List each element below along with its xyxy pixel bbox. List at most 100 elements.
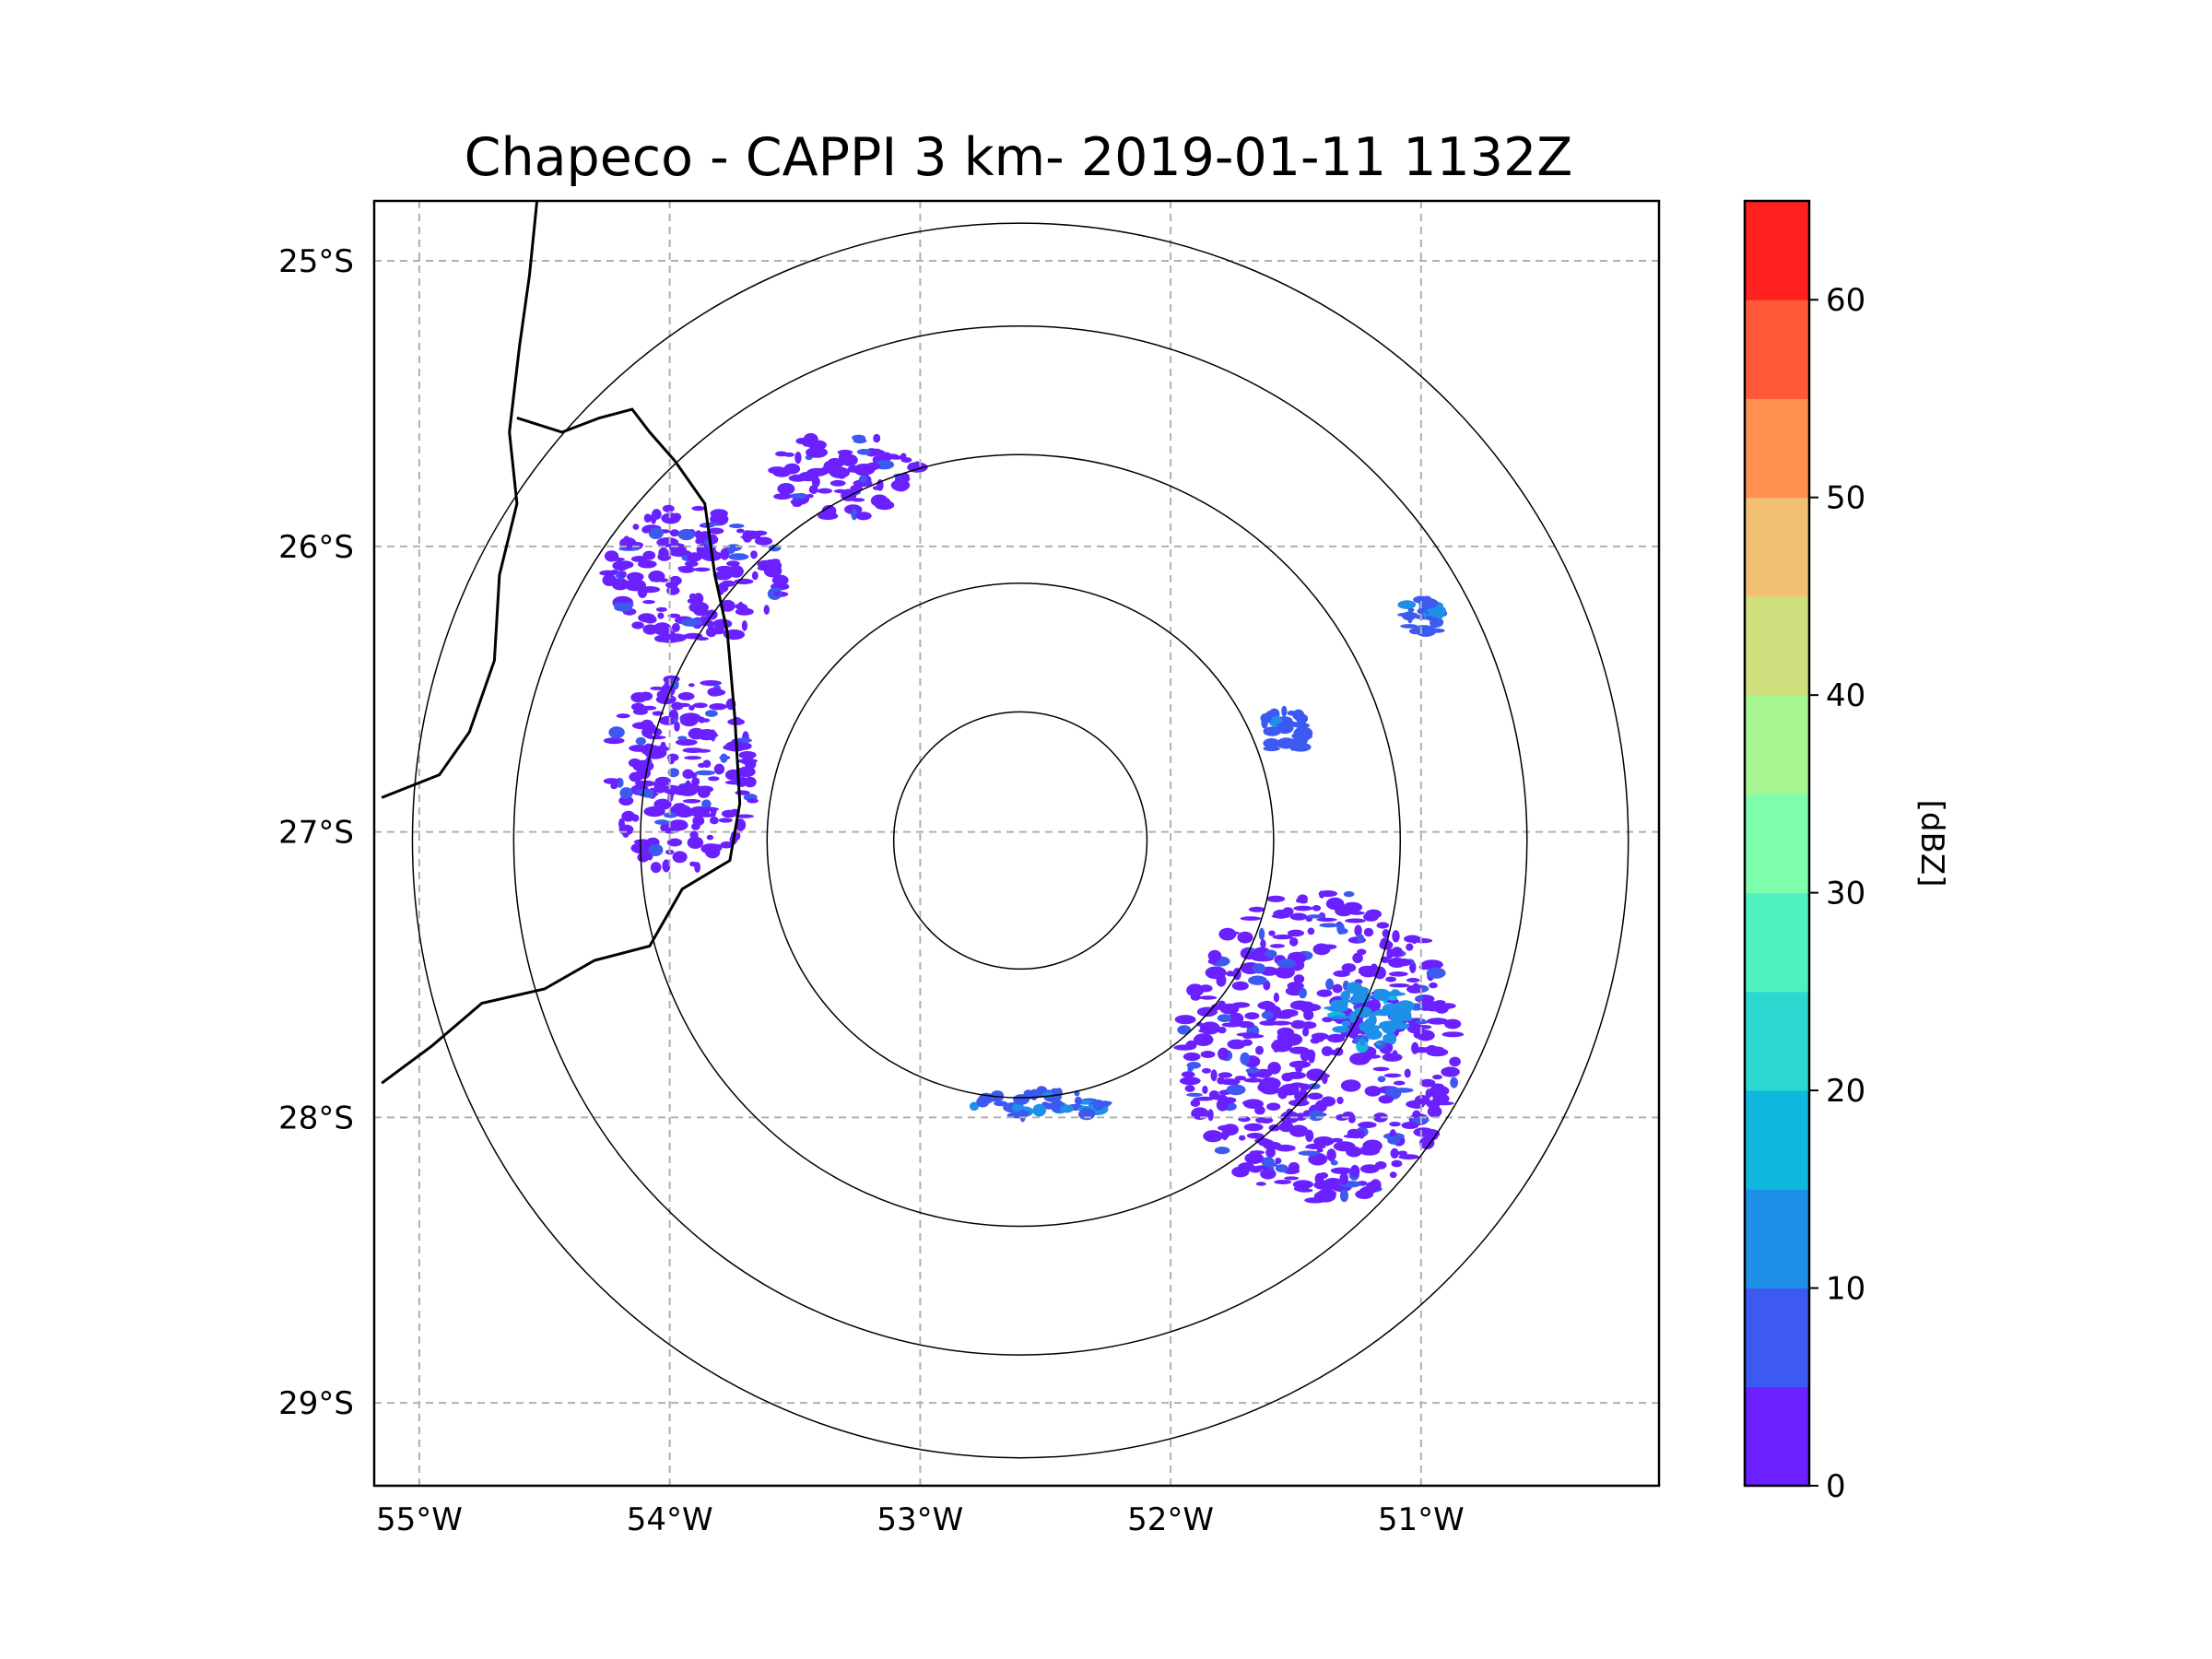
echo-pixel [1198,1096,1213,1101]
echo-pixel [1248,975,1267,985]
echo-pixel [1347,1128,1360,1138]
echo-pixel [990,1090,1005,1100]
echo-pixel [1374,1008,1394,1017]
echo-pixel [728,553,749,560]
echo-pixel [1313,1180,1334,1190]
echo-pixel [1273,909,1289,919]
echo-pixel [1434,1101,1454,1106]
echo-pixel [1308,1053,1315,1064]
echo-pixel [1415,1024,1425,1037]
echo-pixel [1341,1020,1351,1028]
echo-pixel [865,462,880,471]
echo-pixel [1337,928,1348,935]
echo-pixel [1298,987,1307,999]
echo-pixel [1307,927,1315,935]
echo-pixel [1184,1085,1195,1092]
colorbar-ticks: 0 10 20 30 40 50 60 [1809,282,1865,1505]
colorbar-tick-label: 20 [1826,1073,1865,1110]
echo-pixel [1316,1036,1324,1042]
echo-pixel [1441,1066,1460,1077]
echo-pixel [1340,1079,1361,1092]
echo-pixel [1325,978,1335,991]
country-borders [381,201,742,1085]
echo-pixel [720,547,730,560]
echo-pixel [1441,1031,1465,1038]
echo-pixel [1177,1025,1192,1035]
echo-pixel [1060,1104,1074,1113]
echo-pixel [1411,1041,1419,1054]
echo-pixel [619,537,637,549]
echo-pixel [1348,911,1365,915]
echo-pixel [1381,1021,1397,1034]
echo-pixel [1277,1046,1288,1053]
echo-pixel [728,524,745,529]
echo-pixel [1201,1067,1212,1074]
echo-pixel [1227,1039,1246,1050]
echo-pixel [1218,1026,1227,1034]
echo-south-band [969,1086,1112,1123]
echo-pixel [1369,998,1382,1012]
echo-pixel [634,780,656,787]
echo-pixel [682,769,694,780]
echo-pixel [671,515,677,522]
echo-pixel [1389,983,1410,988]
echo-pixel [720,599,735,612]
echo-pixel [735,814,755,818]
colorbar-bin [1745,892,1809,993]
echo-pixel [1299,1088,1306,1097]
echo-pixel [1198,995,1218,1000]
echo-pixel [677,566,689,571]
echo-pixel [1359,1164,1380,1174]
echo-pixel [1413,937,1433,944]
echo-pixel [783,452,794,457]
colorbar-bin [1745,497,1809,597]
echo-pixel [693,567,711,572]
echo-pixel [1389,1171,1397,1179]
echo-pixel [713,571,733,581]
echo-pixel [635,736,646,746]
echo-pixel [808,440,827,451]
colorbar-bin [1745,398,1809,499]
echo-pixel [699,806,720,812]
echo-pixel [763,605,770,615]
lat-tick-label: 27°S [278,815,354,852]
echo-pixel [1401,1122,1419,1129]
echo-pixel [741,620,748,631]
echo-pixel [691,505,705,512]
echo-pixel [636,766,652,780]
figure-title: Chapeco - CAPPI 3 km- 2019-01-11 1132Z [465,127,1573,188]
echo-pixel [1406,943,1414,951]
echo-pixel [1363,1025,1382,1030]
echo-pixel [1255,1045,1264,1055]
echo-pixel [687,552,702,562]
echo-pixel [853,438,867,444]
colorbar-tick-label: 50 [1826,480,1865,517]
echo-pixel [1347,998,1368,1004]
colorbar-tick-label: 60 [1826,282,1865,319]
echo-pixel [788,493,807,500]
echo-pixel [669,529,680,537]
colorbar-bin [1745,695,1809,794]
echo-pixel [1322,1017,1333,1023]
echo-pixel [1199,1009,1215,1018]
echo-pixel [1359,968,1378,978]
echo-pixel [712,618,733,629]
echo-pixel [658,578,669,582]
echo-pixel [969,1101,980,1112]
echo-pixel [1415,995,1425,1001]
echo-pixel [642,550,656,560]
echo-pixel [1432,1074,1442,1080]
echo-pixel [751,571,759,581]
echo-pixel [703,733,719,738]
echo-pixel [701,799,712,809]
echo-pixel [700,522,721,527]
echo-pixel [1074,1096,1082,1105]
echo-pixel [1351,986,1370,994]
range-ring [512,324,1528,1356]
echo-pixel [1293,723,1310,728]
echo-pixel [856,449,872,455]
echo-pixel [1365,909,1382,919]
echo-pixel [737,766,756,778]
echo-pixel [1277,959,1297,969]
echo-pixel [1330,1167,1353,1174]
